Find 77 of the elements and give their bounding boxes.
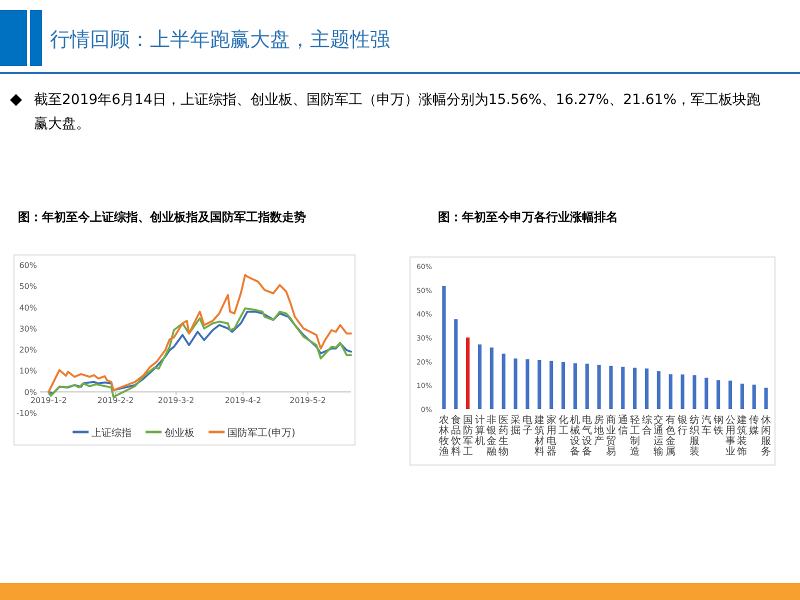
x-tick-label: 房地产 bbox=[593, 414, 604, 447]
x-tick-label: 汽车 bbox=[701, 414, 712, 436]
y-tick-label: 50% bbox=[19, 282, 38, 292]
x-tick-label: 钢铁 bbox=[712, 415, 724, 436]
legend-label: 上证综指 bbox=[92, 427, 132, 439]
x-tick-label: 国防军工 bbox=[462, 415, 473, 458]
bar bbox=[454, 319, 458, 409]
x-tick-label: 休闲服务 bbox=[761, 415, 772, 458]
y-tick-label: 60% bbox=[19, 261, 38, 270]
x-tick-label: 商业贸易 bbox=[606, 414, 616, 458]
bar bbox=[466, 338, 470, 409]
x-tick-label: 采掘 bbox=[510, 414, 521, 436]
bar bbox=[633, 368, 637, 409]
bar bbox=[764, 388, 768, 409]
x-tick-label: 化工 bbox=[558, 414, 568, 436]
x-tick-label: 有色金属 bbox=[666, 414, 676, 458]
x-tick-label: 2019-2-2 bbox=[97, 396, 134, 405]
bar bbox=[573, 363, 577, 409]
x-tick-label: 通信 bbox=[618, 414, 628, 436]
x-tick-label: 电气设备 bbox=[582, 414, 592, 458]
y-tick-label: 20% bbox=[19, 346, 38, 355]
x-tick-label: 家用电器 bbox=[546, 414, 556, 458]
x-tick-label: 2019-5-2 bbox=[290, 396, 326, 405]
x-tick-label: 综合 bbox=[642, 414, 652, 436]
x-tick-label: 交通运输 bbox=[654, 414, 664, 458]
bar bbox=[561, 362, 566, 409]
x-tick-label: 建筑装饰 bbox=[736, 414, 748, 458]
chart-title: 图：年初至今申万各行业涨幅排名 bbox=[438, 210, 618, 224]
x-tick-label: 农林牧渔 bbox=[438, 415, 449, 458]
bar bbox=[621, 366, 625, 409]
bar bbox=[752, 384, 756, 409]
bar bbox=[478, 344, 482, 409]
bar bbox=[609, 366, 613, 409]
bar bbox=[585, 364, 589, 409]
bar bbox=[538, 360, 542, 409]
x-tick-label: 轻工制造 bbox=[630, 414, 640, 458]
legend-label: 创业板 bbox=[164, 427, 195, 439]
y-tick-label: -10% bbox=[16, 409, 38, 418]
bar bbox=[740, 384, 744, 409]
x-tick-label: 医药生物 bbox=[498, 415, 509, 458]
bar bbox=[644, 368, 649, 409]
x-tick-label: 计算机 bbox=[474, 414, 485, 447]
y-tick-label: 10% bbox=[19, 366, 38, 376]
bar bbox=[550, 360, 554, 409]
x-tick-label: 公用事业 bbox=[725, 414, 736, 458]
x-tick-label: 食品饮料 bbox=[450, 414, 461, 458]
bar bbox=[597, 364, 601, 409]
y-tick-label: 0% bbox=[24, 388, 38, 397]
x-tick-label: 银行 bbox=[676, 415, 688, 436]
bar bbox=[668, 374, 672, 409]
x-tick-label: 非银金融 bbox=[486, 414, 497, 458]
text: 行情回顾：上半年跑赢大盘，主题性强 bbox=[50, 26, 390, 53]
x-tick-label: 纺织服装 bbox=[689, 414, 700, 458]
x-tick-label: 机械设备 bbox=[570, 414, 580, 458]
y-tick-label: 30% bbox=[19, 324, 38, 334]
legend-label: 国防军工(申万) bbox=[228, 427, 296, 439]
x-tick-label: 2019-4-2 bbox=[224, 396, 262, 405]
bar bbox=[502, 354, 506, 409]
x-tick-label: 电子 bbox=[522, 414, 532, 436]
bar bbox=[442, 286, 446, 409]
bar bbox=[692, 375, 696, 409]
x-tick-label: 2019-1-2 bbox=[30, 396, 67, 405]
x-tick-label: 传媒 bbox=[749, 415, 760, 436]
bar bbox=[716, 380, 720, 409]
bar bbox=[728, 380, 732, 409]
x-tick-label: 2019-3-2 bbox=[158, 396, 194, 405]
bar bbox=[514, 358, 518, 409]
bar bbox=[490, 348, 494, 409]
bar bbox=[526, 359, 530, 409]
y-tick-label: 40% bbox=[19, 303, 38, 312]
chart-title: 图：年初至今上证综指、创业板指及国防军工指数走势 bbox=[18, 210, 306, 224]
text: 截至2019年6月14日，上证综指、创业板、国防军工（申万）涨幅分别为15.56%、16.27%、21.61%，军工板块跑赢大盘。 bbox=[34, 91, 762, 134]
bar bbox=[704, 378, 708, 409]
bar bbox=[680, 374, 684, 409]
x-tick-label: 建筑材料 bbox=[533, 414, 544, 458]
bar bbox=[656, 371, 660, 409]
line-series bbox=[48, 274, 352, 393]
